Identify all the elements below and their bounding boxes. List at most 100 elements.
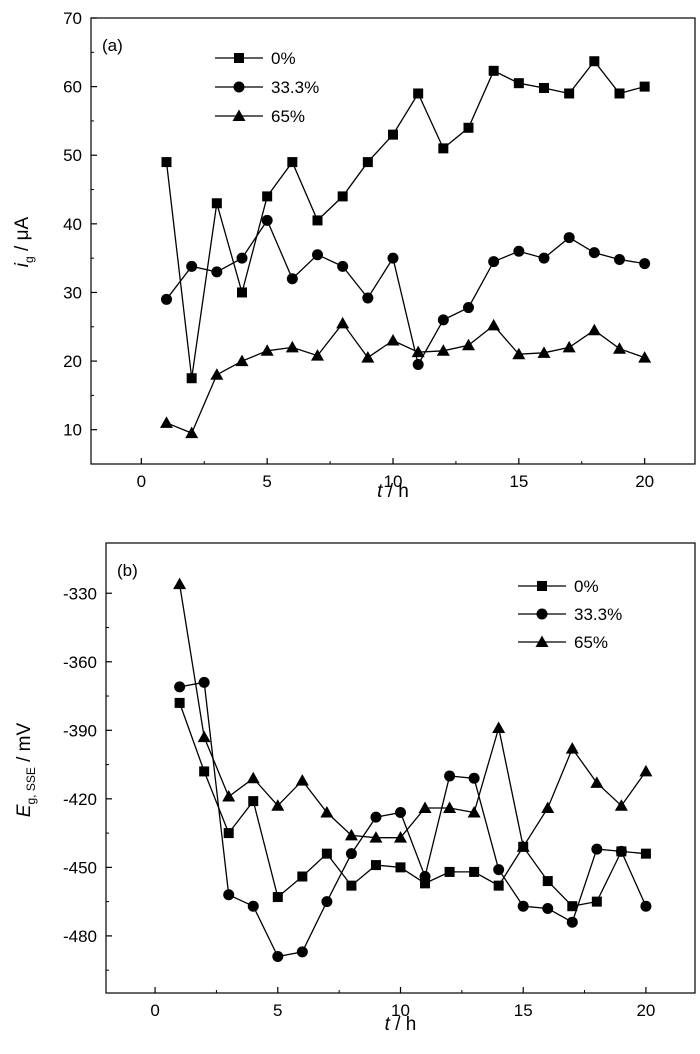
legend-entry: 33.3% (518, 605, 622, 624)
data-point (493, 864, 505, 876)
y-tick-label: 60 (63, 78, 82, 97)
plot-frame (90, 17, 696, 465)
data-point (614, 88, 625, 99)
legend-label: 65% (574, 633, 608, 652)
data-point (614, 799, 628, 811)
legend-label: 33.3% (271, 78, 319, 97)
data-point (488, 256, 500, 268)
data-point (387, 252, 399, 264)
data-point (469, 866, 480, 877)
y-axis-label: ig / μA (12, 216, 36, 267)
y-tick-label: -360 (63, 653, 97, 672)
legend-label: 0% (574, 577, 599, 596)
series-square (161, 56, 650, 384)
data-point (462, 338, 475, 351)
data-point (638, 351, 652, 363)
data-point (591, 896, 602, 907)
data-point (411, 345, 425, 358)
legend-entry: 65% (215, 107, 305, 126)
y-tick-label: 40 (63, 215, 82, 234)
legend-marker (535, 635, 549, 647)
data-point (211, 266, 223, 278)
data-point (223, 828, 234, 839)
x-tick-label: 20 (635, 472, 654, 491)
legend-entry: 0% (518, 577, 599, 596)
data-point (538, 252, 550, 264)
legend-label: 33.3% (574, 605, 622, 624)
series-circle (174, 676, 652, 962)
x-tick-label: 5 (273, 1001, 282, 1020)
data-point (413, 88, 424, 99)
data-point (272, 892, 283, 903)
data-point (247, 900, 259, 912)
y-tick-label: 10 (63, 421, 82, 440)
data-point (567, 901, 578, 912)
data-point (186, 373, 197, 384)
y-tick-label: 70 (63, 9, 82, 28)
data-point (344, 828, 358, 841)
panel-label: (b) (117, 561, 138, 580)
data-point (564, 88, 575, 99)
data-point (467, 806, 481, 818)
data-point (613, 342, 626, 354)
data-point (542, 876, 553, 887)
data-point (362, 292, 374, 304)
data-point (362, 157, 373, 168)
y-tick-label: 30 (63, 283, 82, 302)
x-axis-label-unit: / h (390, 1014, 416, 1035)
data-point (160, 416, 173, 428)
data-point (487, 318, 501, 331)
x-axis-label: t / h (377, 481, 409, 502)
data-point (588, 247, 600, 259)
data-point (237, 287, 247, 298)
y-axis-label-subscript: g, SSE (24, 767, 38, 804)
data-point (185, 426, 199, 439)
data-point (297, 871, 308, 882)
data-point (565, 742, 579, 754)
data-point (320, 806, 334, 818)
legend-marker (234, 53, 244, 63)
legend-label: 0% (271, 49, 296, 68)
x-tick-label: 20 (636, 1001, 655, 1020)
data-point (492, 721, 506, 734)
data-point (516, 840, 530, 852)
data-point (337, 191, 348, 202)
data-point (639, 764, 653, 777)
x-tick-label: 15 (514, 1001, 533, 1020)
data-point (513, 78, 524, 89)
data-point (198, 676, 210, 688)
x-tick-label: 15 (509, 472, 528, 491)
data-point (272, 950, 284, 962)
data-point (513, 245, 525, 257)
data-point (418, 801, 432, 813)
data-point (566, 916, 578, 928)
legend-marker (233, 81, 245, 93)
series-triangle (160, 316, 652, 439)
data-point (173, 577, 187, 590)
data-point (615, 845, 627, 857)
data-point (186, 260, 198, 272)
y-tick-label: -420 (63, 790, 97, 809)
data-point (260, 344, 274, 356)
data-point (197, 730, 211, 743)
data-point (337, 260, 349, 272)
data-point (223, 889, 235, 901)
data-point (235, 354, 249, 367)
data-point (517, 900, 529, 912)
data-point (488, 65, 499, 76)
data-point (369, 831, 383, 843)
y-axis-label-symbol: i (12, 262, 33, 267)
data-point (541, 801, 555, 813)
series-square (174, 697, 651, 912)
data-point (161, 293, 172, 305)
legend-entry: 65% (518, 633, 608, 652)
data-point (562, 340, 576, 353)
data-point (438, 143, 449, 154)
data-point (321, 848, 332, 859)
data-point (639, 258, 651, 270)
y-tick-label: 20 (63, 352, 82, 371)
data-point (199, 766, 210, 777)
x-tick-label: 10 (391, 1001, 410, 1020)
y-tick-label: -450 (63, 858, 97, 877)
